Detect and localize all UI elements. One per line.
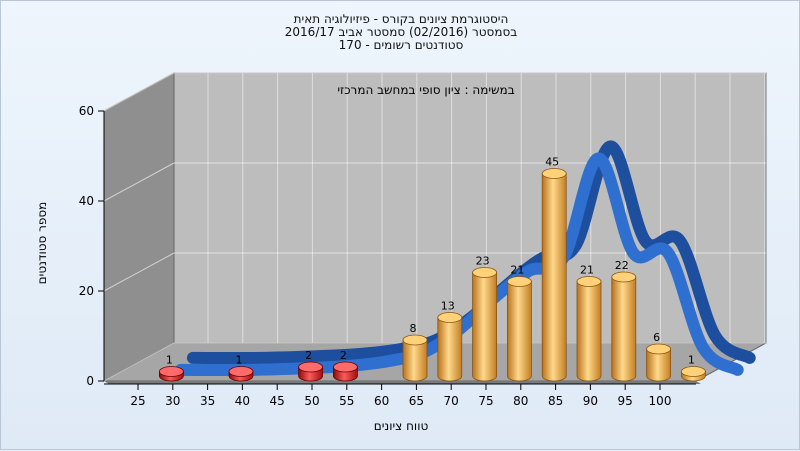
x-tick-label: 55 xyxy=(339,394,354,408)
bar-value-label: 1 xyxy=(688,354,695,367)
grid-line-side xyxy=(103,342,175,382)
bar: 2 xyxy=(298,349,324,382)
x-tick-label: 40 xyxy=(235,394,250,408)
bar-value-label: 21 xyxy=(510,264,524,277)
bar-value-label: 22 xyxy=(615,259,629,272)
x-tick-label: 30 xyxy=(165,394,180,408)
bar-value-label: 6 xyxy=(653,331,660,344)
bar: 21 xyxy=(507,264,532,382)
bar-body xyxy=(402,339,428,382)
bar-top xyxy=(507,276,532,287)
bar-body xyxy=(646,348,671,382)
grid-line-side xyxy=(103,162,175,202)
bar-value-label: 21 xyxy=(580,264,594,277)
x-tick-label: 75 xyxy=(478,394,493,408)
axes-layer: 0 20 40 60 25 30 35 40 45 50 55 60 65 70 75 80 85 90 95 100 xyxy=(79,104,696,408)
x-axis-title: טווח ציונים xyxy=(374,419,429,433)
bar-top xyxy=(402,334,428,346)
bar-top xyxy=(646,343,671,355)
bar: 1 xyxy=(681,354,706,382)
bar-value-label: 45 xyxy=(545,156,559,169)
y-axis-title: מספר סטודנטים xyxy=(35,202,49,285)
x-tick-label: 25 xyxy=(130,394,145,408)
x-tick-label: 85 xyxy=(548,394,563,408)
bar-value-label: 2 xyxy=(340,349,347,362)
bar-top xyxy=(681,366,706,377)
bar: 8 xyxy=(402,322,428,382)
bar-top xyxy=(472,267,498,278)
bar: 6 xyxy=(646,331,671,382)
bar-top xyxy=(332,361,358,373)
bar-body xyxy=(437,317,463,382)
x-tick-label: 90 xyxy=(583,394,598,408)
grid-line-side xyxy=(103,252,175,292)
bar-body xyxy=(541,173,567,382)
title-line-1: היסטוגרמת ציונים בקורס - פיזיולוגיה תאית xyxy=(293,12,509,26)
bar-body xyxy=(611,276,637,382)
bar: 22 xyxy=(611,259,637,382)
grid-line-side xyxy=(103,72,175,112)
bar-top xyxy=(158,366,184,377)
x-tick-label: 70 xyxy=(444,394,459,408)
bar-value-label: 1 xyxy=(236,354,243,367)
chart-subtitle: במשימה : ציון סופי במחשב המרכזי xyxy=(337,83,514,97)
x-tick-label: 60 xyxy=(374,394,389,408)
bar: 45 xyxy=(541,156,567,382)
x-tick-label: 45 xyxy=(270,394,285,408)
bar: 13 xyxy=(437,300,463,382)
x-tick-label: 95 xyxy=(618,394,633,408)
y-tick-label: 40 xyxy=(79,194,94,208)
bar-top xyxy=(298,361,324,373)
x-tick-label: 50 xyxy=(304,394,319,408)
bar: 1 xyxy=(228,354,254,382)
bar: 2 xyxy=(332,349,358,382)
bar-top xyxy=(611,271,637,283)
floor-edge xyxy=(104,381,701,384)
bar: 23 xyxy=(472,255,498,382)
bar: 21 xyxy=(576,264,602,382)
y-tick-label: 20 xyxy=(79,284,94,298)
bar-top xyxy=(576,276,602,287)
bar-value-label: 1 xyxy=(166,354,173,367)
x-tick-label: 65 xyxy=(409,394,424,408)
bar-body xyxy=(507,281,532,382)
chart-title: היסטוגרמת ציונים בקורס - פיזיולוגיה תאית… xyxy=(1,13,800,52)
title-line-3: סטודנטים רשומים - 170 xyxy=(338,38,464,52)
bar-top xyxy=(541,168,567,179)
x-tick-label: 100 xyxy=(649,394,672,408)
back-wall xyxy=(173,72,767,344)
bar-value-label: 8 xyxy=(410,322,417,335)
bar-value-label: 2 xyxy=(305,349,312,362)
bar-value-label: 13 xyxy=(441,300,455,313)
bar-top xyxy=(228,366,254,377)
x-tick-label: 35 xyxy=(200,394,215,408)
bar: 1 xyxy=(158,354,184,382)
y-tick-label: 0 xyxy=(86,374,94,388)
bar-body xyxy=(576,281,602,382)
side-wall xyxy=(103,72,175,382)
y-tick-label: 60 xyxy=(79,104,94,118)
bar-body xyxy=(472,272,497,382)
x-tick-label: 80 xyxy=(513,394,528,408)
bar-value-label: 23 xyxy=(476,255,490,268)
bar-top xyxy=(437,312,463,323)
grid-lines xyxy=(103,72,766,382)
title-line-2: בסמסטר (02/2016) סמסטר אביב 2016/17 xyxy=(284,25,518,39)
chart-walls xyxy=(103,72,767,384)
